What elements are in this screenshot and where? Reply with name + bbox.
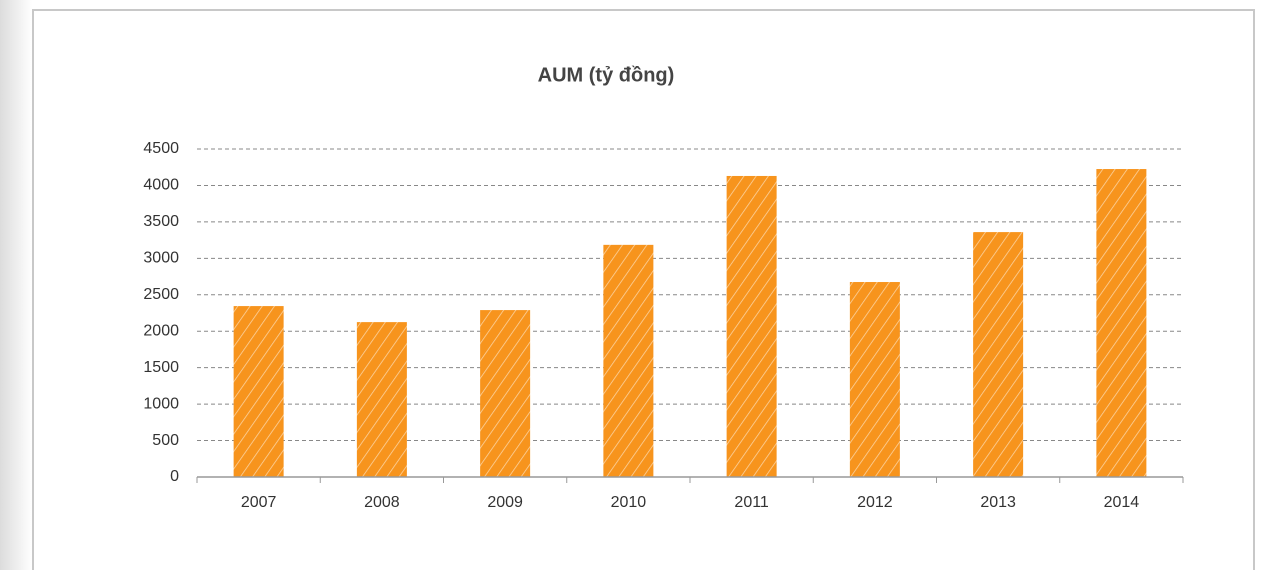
- side-shade: [0, 0, 32, 570]
- x-tick-label: 2008: [364, 494, 400, 511]
- x-tick-label: 2010: [611, 494, 647, 511]
- bar: [356, 322, 407, 477]
- bar: [1096, 169, 1147, 478]
- bar: [726, 175, 777, 478]
- x-tick-label: 2007: [241, 494, 277, 511]
- x-tick-label: 2013: [980, 494, 1016, 511]
- bar: [973, 232, 1024, 477]
- y-tick-label: 3000: [143, 250, 179, 267]
- y-tick-label: 0: [170, 468, 179, 485]
- y-tick-label: 500: [152, 432, 179, 449]
- x-tick-label: 2014: [1104, 494, 1140, 511]
- y-tick-label: 4000: [143, 177, 179, 194]
- bar: [603, 244, 654, 477]
- y-tick-label: 1500: [143, 359, 179, 376]
- y-tick-label: 3500: [143, 213, 179, 230]
- x-tick-label: 2009: [487, 494, 523, 511]
- x-tick-label: 2011: [734, 494, 769, 511]
- chart-title: AUM (tỷ đồng): [538, 64, 675, 86]
- bar: [233, 306, 284, 477]
- y-tick-label: 4500: [143, 140, 179, 157]
- x-tick-label: 2012: [857, 494, 893, 511]
- y-tick-label: 1000: [143, 395, 179, 412]
- y-tick-label: 2000: [143, 322, 179, 339]
- y-tick-label: 2500: [143, 286, 179, 303]
- bar: [849, 282, 900, 477]
- bar: [480, 310, 531, 477]
